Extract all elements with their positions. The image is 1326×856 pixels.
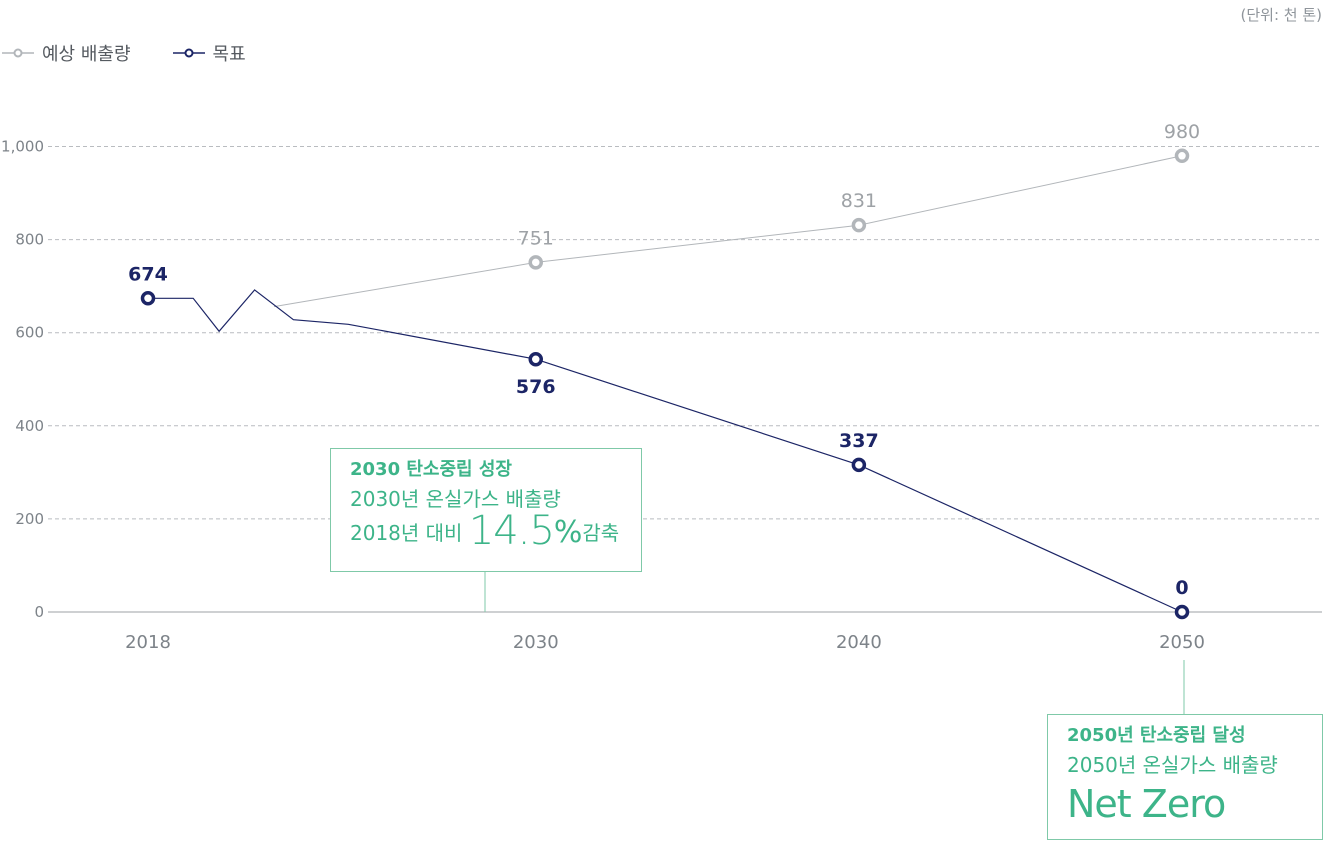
callout-connectors [484, 572, 1185, 714]
series-line-expected [273, 155, 1183, 308]
callout-2050: 2050년 탄소중립 달성 2050년 온실가스 배출량 Net Zero [1047, 714, 1323, 840]
y-tick-label: 0 [34, 603, 44, 621]
callout-2030-reduction-value: 14.5 [468, 508, 555, 554]
y-tick-label: 400 [15, 417, 44, 435]
callout-2050-net-zero: Net Zero [1067, 782, 1226, 826]
legend-item-expected: 예상 배출량 [0, 40, 131, 66]
callout-2030-title: 2030 탄소중립 성장 [350, 459, 512, 480]
data-point-expected [851, 217, 867, 233]
y-tick-label: 200 [15, 510, 44, 528]
data-label-expected: 980 [1164, 121, 1200, 143]
legend: 예상 배출량 목표 [0, 40, 286, 66]
data-point-expected [1174, 148, 1190, 164]
data-point-target [851, 457, 867, 473]
data-label-target: 576 [516, 376, 556, 398]
data-point-target [1174, 604, 1190, 620]
x-tick-label: 2018 [125, 632, 171, 653]
y-tick-label: 1,000 [1, 138, 44, 156]
callout-2030-line1: 2030년 온실가스 배출량 [350, 487, 561, 511]
legend-marker-expected [2, 48, 34, 58]
callout-2030-percent-sign: % [553, 515, 583, 550]
legend-label-expected: 예상 배출량 [42, 44, 131, 65]
data-point-expected [528, 255, 543, 270]
data-point-target [528, 351, 543, 367]
label-layer: 0 200 400 600 800 1,000 2018 2030 2040 2050 751 831… [1, 121, 1205, 653]
y-tick-label: 600 [15, 324, 44, 342]
x-tick-label: 2050 [1159, 632, 1205, 653]
grid-layer [48, 146, 1322, 613]
callout-2050-line1: 2050년 온실가스 배출량 [1067, 753, 1278, 777]
data-label-expected: 751 [518, 227, 554, 249]
series-line-target [148, 289, 1183, 613]
data-point-target [140, 291, 156, 306]
x-tick-label: 2040 [836, 632, 882, 653]
x-tick-label: 2030 [513, 632, 559, 653]
callout-2030-line2-prefix: 2018년 대비 [350, 521, 463, 545]
data-label-target: 337 [839, 430, 879, 452]
callout-2030: 2030 탄소중립 성장 2030년 온실가스 배출량 2018년 대비 14.… [330, 448, 642, 572]
legend-marker-target [172, 48, 205, 58]
y-tick-label: 800 [15, 231, 44, 249]
data-label-expected: 831 [841, 190, 877, 212]
callout-2050-title: 2050년 탄소중립 달성 [1067, 725, 1246, 746]
unit-label: (단위: 천 톤) [1240, 6, 1323, 24]
data-label-target: 674 [128, 263, 168, 285]
series-layer [140, 148, 1190, 620]
callout-2030-line2: 2018년 대비 14.5%감축 [350, 511, 641, 551]
legend-label-target: 목표 [212, 44, 246, 65]
callout-2030-line2-suffix: 감축 [582, 521, 620, 545]
legend-item-target: 목표 [171, 40, 246, 66]
data-label-target: 0 [1175, 577, 1188, 599]
